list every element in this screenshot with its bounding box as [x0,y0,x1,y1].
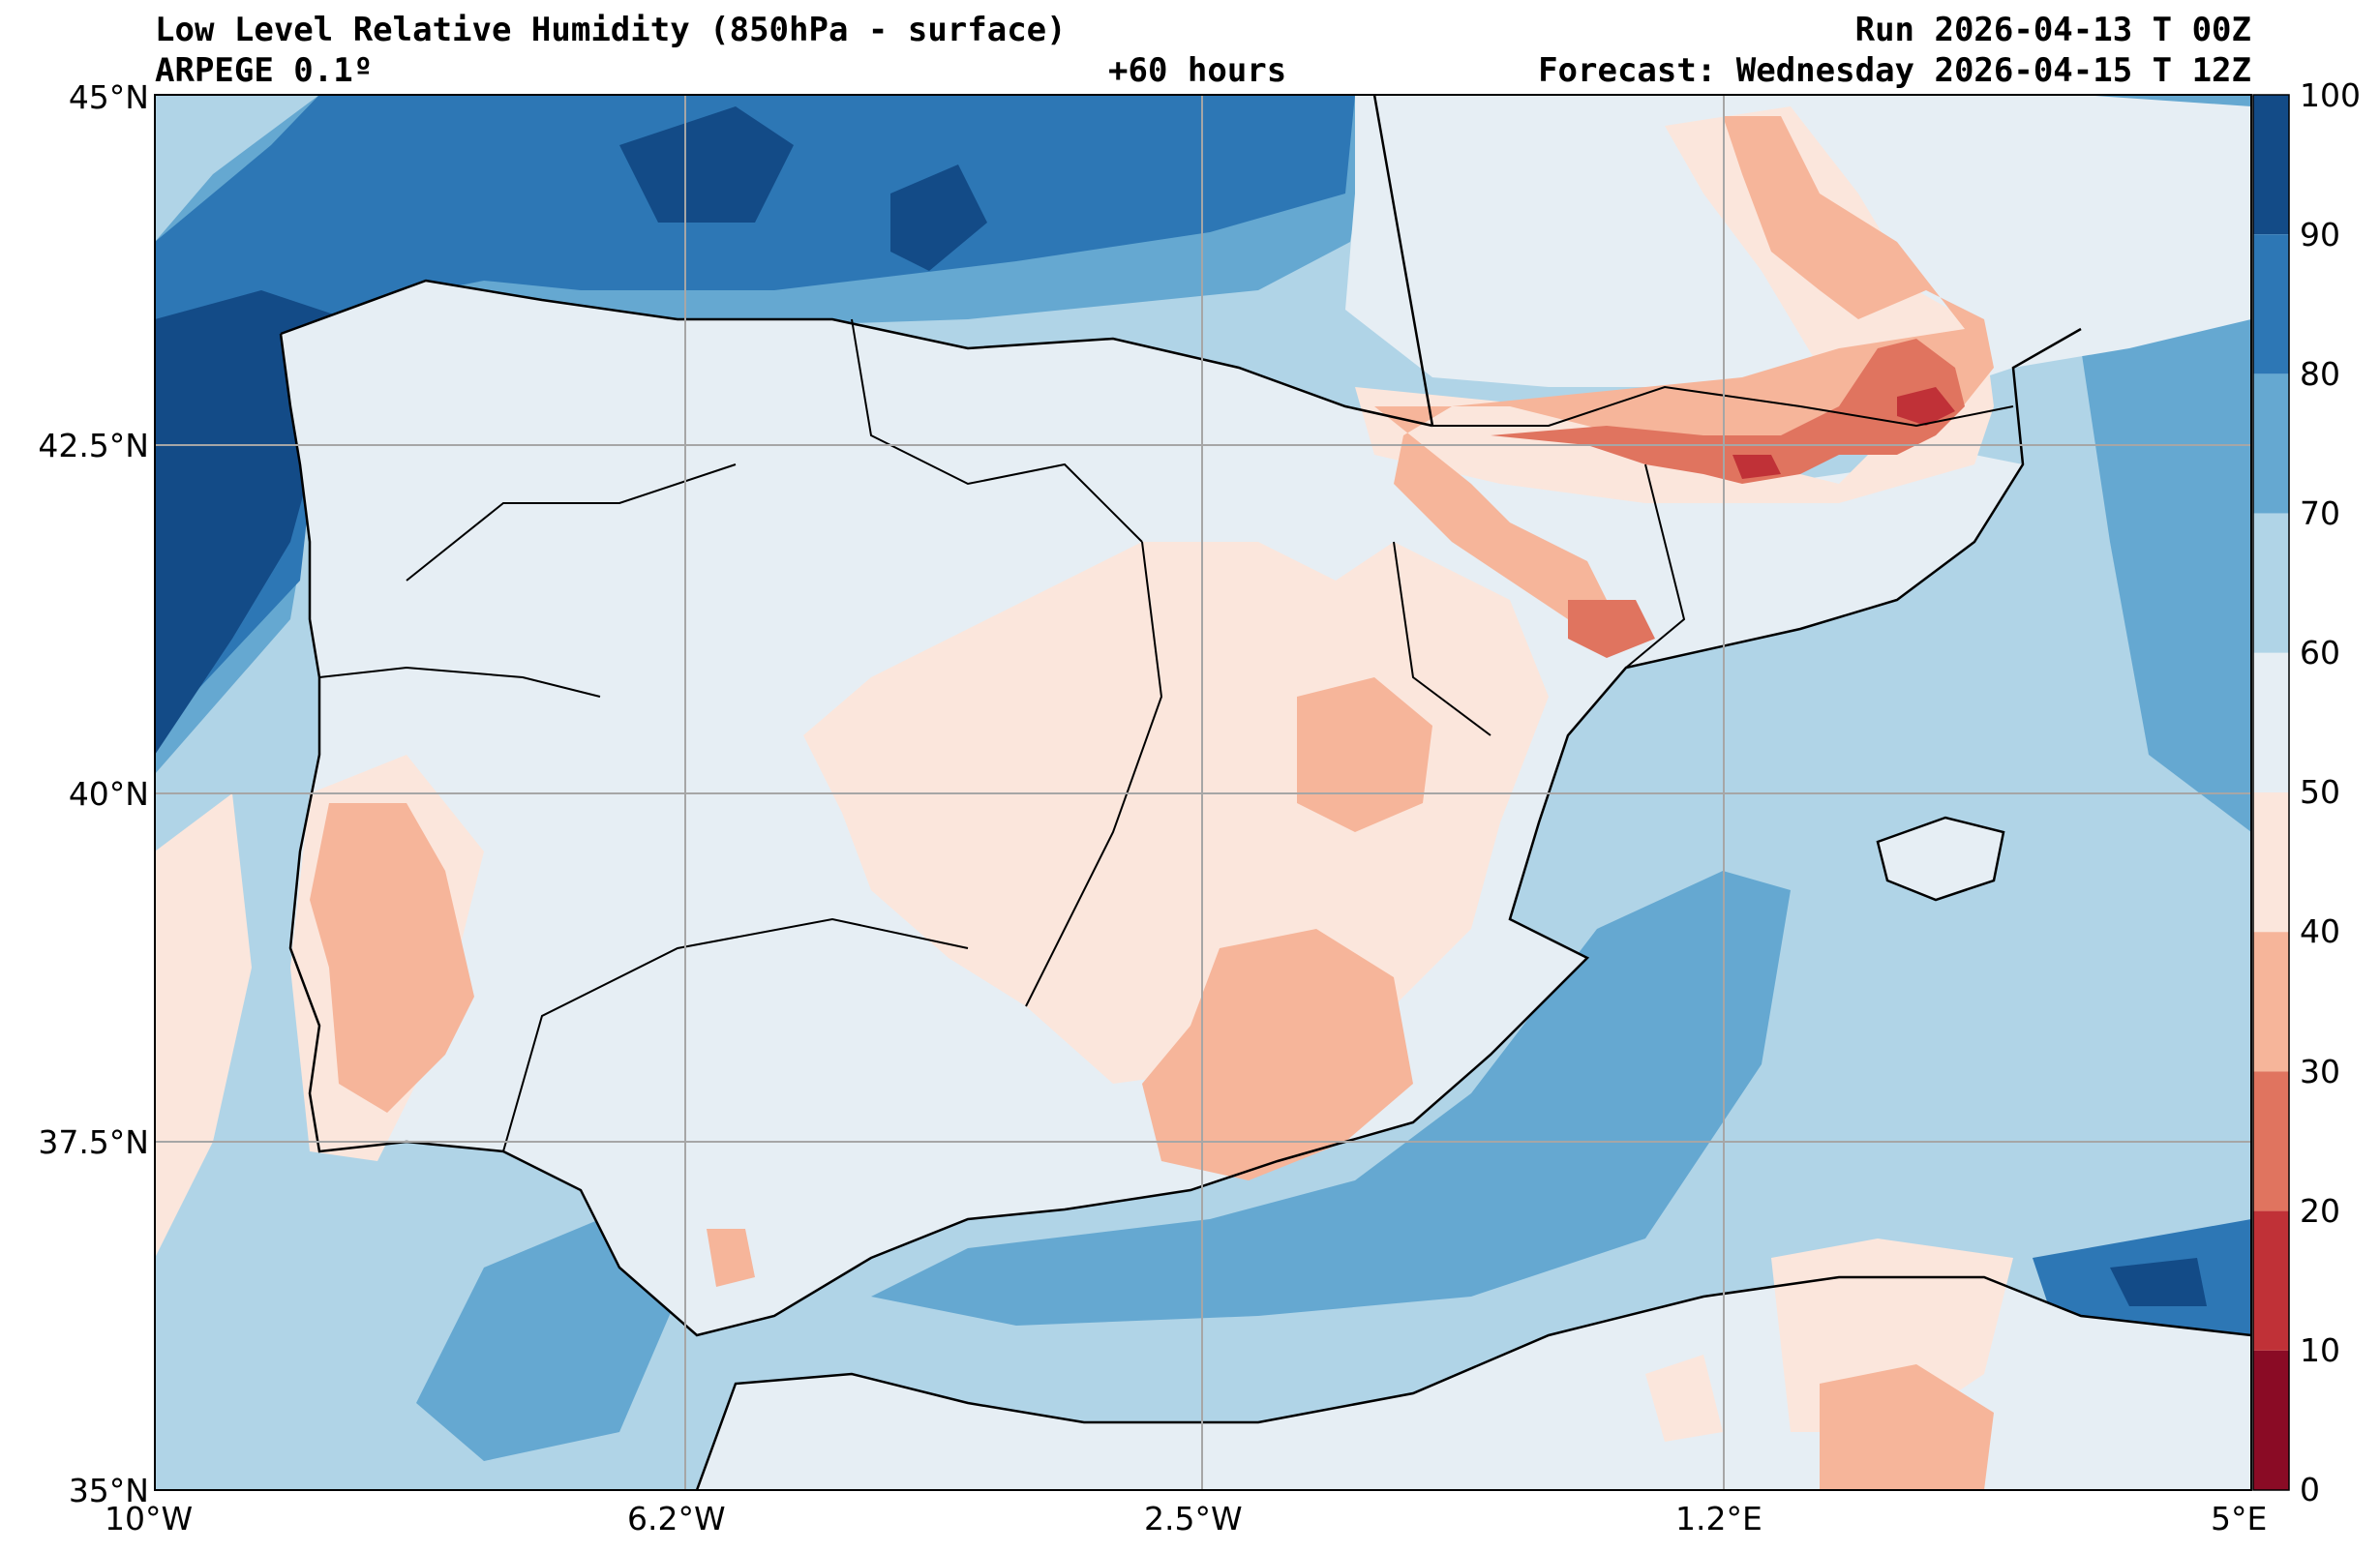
moist-core-biscay-east [890,164,987,271]
moist-core-biscay-west [619,106,794,223]
mallorca-coastline [1876,816,2005,902]
colorbar-frame [2252,94,2290,1491]
dry-30-ebro-valley [1374,116,1994,619]
colorbar-band-40-50 [2253,792,2289,933]
dry-40-mallorca [1645,1355,1723,1442]
colorbar-tick-90: 90 [2300,216,2340,254]
gridlines [155,95,2251,1490]
dry-30-murcia [1142,929,1413,1180]
colorbar-band-20-30 [2253,1071,2289,1211]
lon-label-10w: 10°W [105,1500,194,1537]
colorbar-tick-0: 0 [2300,1471,2320,1508]
lead-time-label: +60 hours [1108,51,1287,90]
colorbar-band-60-70 [2253,513,2289,653]
south-east-coastline [279,327,2082,1337]
colorbar-band-30-40 [2253,932,2289,1072]
north-coastline [280,95,1434,428]
lon-label-5e: 5°E [2211,1500,2268,1537]
lon-label-2-5w: 2.5°W [1144,1500,1243,1537]
dry-10-zaragoza [1732,455,1781,479]
colorbar-band-10-20 [2253,1210,2289,1351]
lat-label-37-5n: 37.5°N [38,1123,149,1161]
colorbar-tick-50: 50 [2300,773,2340,811]
dry-40-central [803,542,1549,1084]
dry-30-alentejo [310,803,474,1113]
atlantic-light-band [155,95,319,242]
gulf-cadiz-moist-pool [416,1219,678,1461]
africa-coastline [695,1275,2251,1490]
colorbar-band-70-80 [2253,373,2289,514]
algeria-coast-core [2110,1258,2207,1306]
model-label: ARPEGE 0.1º [155,51,374,90]
lon-label-1-2e: 1.2°E [1675,1500,1762,1537]
moist-band-80 [155,95,1355,735]
colorbar-tick-100: 100 [2300,76,2361,114]
map-frame [154,94,2252,1491]
colorbar-band-50-60 [2253,652,2289,792]
dry-30-sevilla [707,1229,755,1287]
lon-label-6-2w: 6.2°W [627,1500,726,1537]
dry-20-ebro-core [1491,339,1965,484]
colorbar-tick-80: 80 [2300,355,2340,393]
gulf-lion-moist [2081,252,2251,832]
colorbar-tick-30: 30 [2300,1053,2340,1090]
lat-label-45n: 45°N [68,78,149,116]
dry-20-lower-ebro [1568,600,1655,658]
dry-10-lleida [1897,387,1955,426]
region-borders [318,318,1686,1152]
dry-30-algeria-south [1820,1364,1994,1490]
colorbar-tick-40: 40 [2300,912,2340,950]
colorbar-band-90-100 [2253,95,2289,235]
colorbar [2252,94,2290,1491]
lat-label-42-5n: 42.5°N [38,427,149,464]
forecast-label: Forecast: Wednesday 2026-04-15 T 12Z [1538,51,2251,90]
colorbar-tick-60: 60 [2300,634,2340,672]
mallorca-land [1878,818,2003,900]
lat-label-40n: 40°N [68,775,149,813]
lat-label-35n: 35°N [68,1472,149,1509]
colorbar-tick-70: 70 [2300,494,2340,532]
map-title: Low Level Relative Humidity (850hPa - su… [155,11,1067,49]
run-label: Run 2026-04-13 T 00Z [1854,11,2251,49]
colorbar-tick-10: 10 [2300,1331,2340,1369]
colorbar-band-80-90 [2253,234,2289,374]
pyrenees-border [1432,385,2014,428]
colorbar-tick-20: 20 [2300,1192,2340,1230]
colorbar-band-0-10 [2253,1350,2289,1490]
